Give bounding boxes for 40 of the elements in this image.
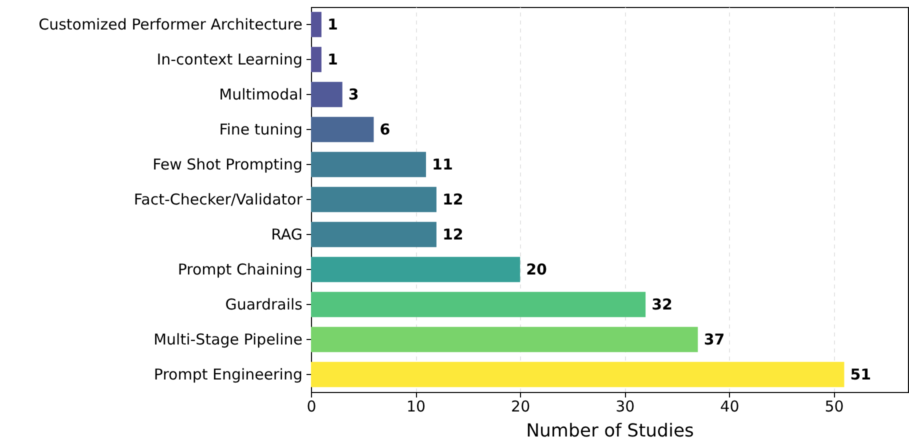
y-tick-label: RAG bbox=[271, 226, 302, 244]
x-tick-label: 10 bbox=[406, 398, 426, 416]
x-tick-label: 20 bbox=[511, 398, 530, 416]
bar bbox=[311, 292, 646, 318]
data-label: 51 bbox=[850, 366, 872, 384]
x-axis-title: Number of Studies bbox=[526, 420, 694, 442]
data-label: 32 bbox=[652, 296, 672, 314]
data-label: 12 bbox=[442, 226, 464, 244]
x-tick-label: 0 bbox=[306, 398, 316, 416]
data-label: 6 bbox=[380, 120, 390, 138]
y-tick-label: Prompt Chaining bbox=[178, 260, 302, 278]
data-label: 20 bbox=[526, 260, 547, 278]
data-label: 3 bbox=[348, 86, 359, 104]
bar bbox=[311, 46, 322, 72]
bar bbox=[311, 12, 322, 38]
bar bbox=[311, 186, 436, 212]
bar bbox=[311, 82, 342, 108]
bar bbox=[311, 326, 698, 352]
y-tick-label: Multi-Stage Pipeline bbox=[154, 330, 302, 348]
data-label: 12 bbox=[442, 190, 464, 208]
bar bbox=[311, 222, 436, 248]
bar bbox=[311, 152, 426, 178]
y-tick-label: Prompt Engineering bbox=[154, 366, 302, 384]
bar bbox=[311, 256, 520, 282]
x-tick-label: 50 bbox=[824, 398, 844, 416]
bar bbox=[311, 116, 374, 142]
x-tick-label: 30 bbox=[616, 398, 635, 416]
y-tick-label: Customized Performer Architecture bbox=[38, 16, 302, 34]
y-tick-label: Multimodal bbox=[219, 86, 302, 104]
y-tick-label: Few Shot Prompting bbox=[152, 156, 302, 174]
x-tick-label: 40 bbox=[720, 398, 740, 416]
data-label: 37 bbox=[704, 330, 725, 348]
y-tick-label: Fact-Checker/Validator bbox=[134, 190, 304, 208]
y-tick-label: Fine tuning bbox=[219, 120, 302, 138]
data-label: 11 bbox=[432, 156, 453, 174]
y-tick-label: In-context Learning bbox=[156, 50, 302, 68]
data-label: 1 bbox=[327, 16, 338, 34]
bar bbox=[311, 362, 844, 388]
y-tick-label: Guardrails bbox=[225, 296, 303, 314]
data-label: 1 bbox=[327, 50, 338, 68]
